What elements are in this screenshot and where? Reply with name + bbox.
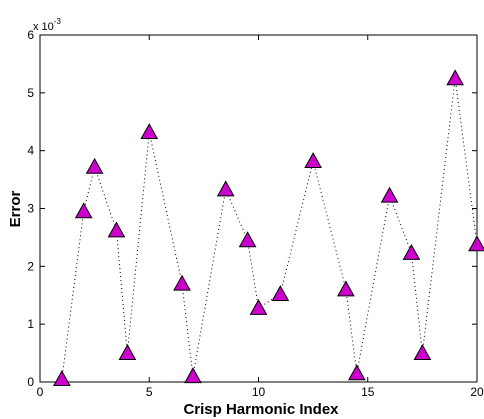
plot-frame — [39, 34, 478, 383]
data-point-marker — [184, 367, 202, 384]
x-tick-label: 10 — [252, 385, 266, 399]
data-point-marker — [271, 285, 290, 301]
data-point-marker — [173, 274, 191, 291]
plot-border — [39, 34, 478, 383]
y-tick-label: 3 — [27, 202, 34, 216]
y-axis-ticks: 0 1 2 3 4 5 6 — [27, 28, 477, 389]
data-point-marker — [216, 180, 235, 197]
data-point-marker — [347, 364, 366, 381]
data-point-marker — [53, 370, 71, 387]
y-tick-label: 6 — [27, 28, 34, 42]
y-axis-label: Error — [7, 191, 24, 228]
data-point-marker — [118, 344, 137, 360]
data-point-marker — [304, 152, 322, 168]
data-point-marker — [337, 280, 355, 297]
data-point-marker — [140, 123, 159, 140]
data-point-marker — [249, 298, 268, 315]
x-tick-label: 15 — [361, 385, 375, 399]
data-point-marker — [446, 69, 464, 86]
x-tick-label: 5 — [146, 385, 153, 399]
y-tick-label: 2 — [27, 259, 34, 273]
series-markers — [53, 69, 484, 387]
series-connector-line — [61, 78, 478, 380]
y-multiplier-label: x 10-3 — [33, 17, 61, 33]
y-tick-label: 4 — [27, 144, 34, 158]
y-tick-label: 0 — [27, 375, 34, 389]
data-point-marker — [74, 202, 93, 219]
x-axis-ticks: 0 5 10 15 20 — [37, 35, 484, 399]
y-tick-label: 5 — [27, 86, 34, 100]
data-point-marker — [238, 231, 257, 248]
data-point-marker — [85, 157, 104, 174]
data-point-marker — [413, 344, 432, 360]
data-point-marker — [468, 235, 484, 252]
data-point-marker — [380, 186, 399, 203]
data-point-marker — [107, 221, 126, 238]
y-tick-label: 1 — [27, 317, 34, 331]
data-point-marker — [402, 244, 421, 260]
x-tick-label: 0 — [37, 385, 44, 399]
x-tick-label: 20 — [470, 385, 484, 399]
x-axis-label: Crisp Harmonic Index — [183, 401, 339, 418]
